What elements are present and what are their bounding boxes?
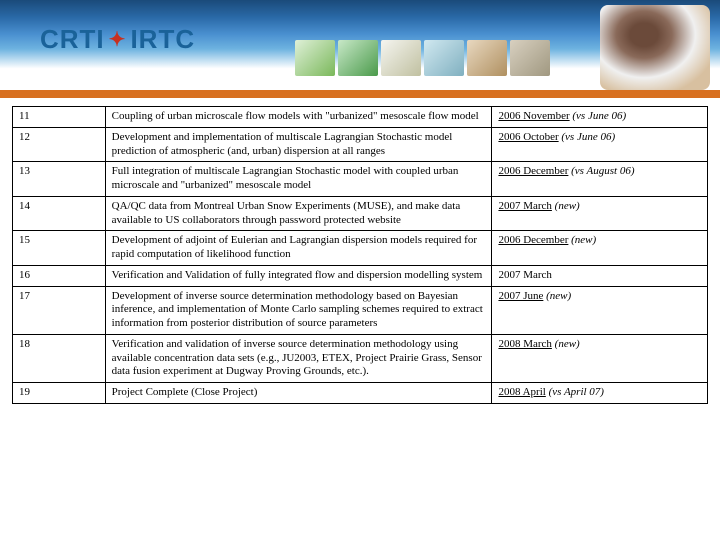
date-value: 2007 June [498, 290, 543, 302]
date-note: (vs April 07) [549, 386, 604, 398]
thumb-4 [424, 40, 464, 76]
thumb-6 [510, 40, 550, 76]
row-description: Development of inverse source determinat… [105, 286, 492, 334]
row-number: 14 [13, 196, 106, 231]
logo-right: IRTC [130, 24, 195, 55]
logo-left: CRTI [40, 24, 105, 55]
row-description: QA/QC data from Montreal Urban Snow Expe… [105, 196, 492, 231]
scientist-image [600, 5, 710, 90]
row-date: 2006 October (vs June 06) [492, 127, 708, 162]
thumbnail-strip [295, 40, 550, 76]
row-date: 2006 November (vs June 06) [492, 107, 708, 128]
row-description: Coupling of urban microscale flow models… [105, 107, 492, 128]
date-note: (new) [571, 234, 596, 246]
logo: CRTI ✦ IRTC [40, 24, 195, 55]
table-row: 17Development of inverse source determin… [13, 286, 708, 334]
date-value: 2006 December [498, 234, 568, 246]
date-value: 2007 March [498, 200, 551, 212]
table-row: 18Verification and validation of inverse… [13, 334, 708, 382]
orange-divider [0, 90, 720, 98]
date-value: 2006 November [498, 110, 569, 122]
table-row: 16Verification and Validation of fully i… [13, 265, 708, 286]
date-note: (vs June 06) [572, 110, 626, 122]
row-number: 17 [13, 286, 106, 334]
row-description: Full integration of multiscale Lagrangia… [105, 162, 492, 197]
row-description: Verification and validation of inverse s… [105, 334, 492, 382]
date-note: (new) [555, 338, 580, 350]
row-description: Development and implementation of multis… [105, 127, 492, 162]
row-description: Project Complete (Close Project) [105, 383, 492, 404]
header-banner: CRTI ✦ IRTC [0, 0, 720, 98]
row-number: 16 [13, 265, 106, 286]
table-row: 13Full integration of multiscale Lagrang… [13, 162, 708, 197]
date-value: 2007 March [498, 269, 551, 281]
date-note: (vs August 06) [571, 165, 634, 177]
row-description: Development of adjoint of Eulerian and L… [105, 231, 492, 266]
table-row: 12Development and implementation of mult… [13, 127, 708, 162]
row-date: 2007 June (new) [492, 286, 708, 334]
table-row: 14QA/QC data from Montreal Urban Snow Ex… [13, 196, 708, 231]
row-date: 2008 March (new) [492, 334, 708, 382]
row-date: 2006 December (vs August 06) [492, 162, 708, 197]
row-number: 19 [13, 383, 106, 404]
date-note: (vs June 06) [561, 131, 615, 143]
date-value: 2006 October [498, 131, 558, 143]
table-row: 15Development of adjoint of Eulerian and… [13, 231, 708, 266]
maple-icon: ✦ [109, 27, 127, 52]
thumb-3 [381, 40, 421, 76]
thumb-5 [467, 40, 507, 76]
date-value: 2008 March [498, 338, 551, 350]
row-date: 2006 December (new) [492, 231, 708, 266]
row-description: Verification and Validation of fully int… [105, 265, 492, 286]
row-number: 11 [13, 107, 106, 128]
date-note: (new) [555, 200, 580, 212]
row-date: 2008 April (vs April 07) [492, 383, 708, 404]
row-date: 2007 March [492, 265, 708, 286]
thumb-1 [295, 40, 335, 76]
table-row: 19Project Complete (Close Project)2008 A… [13, 383, 708, 404]
milestone-table: 11Coupling of urban microscale flow mode… [12, 106, 708, 404]
thumb-2 [338, 40, 378, 76]
date-value: 2006 December [498, 165, 568, 177]
row-date: 2007 March (new) [492, 196, 708, 231]
row-number: 18 [13, 334, 106, 382]
row-number: 12 [13, 127, 106, 162]
row-number: 15 [13, 231, 106, 266]
date-value: 2008 April [498, 386, 545, 398]
row-number: 13 [13, 162, 106, 197]
table-row: 11Coupling of urban microscale flow mode… [13, 107, 708, 128]
date-note: (new) [546, 290, 571, 302]
